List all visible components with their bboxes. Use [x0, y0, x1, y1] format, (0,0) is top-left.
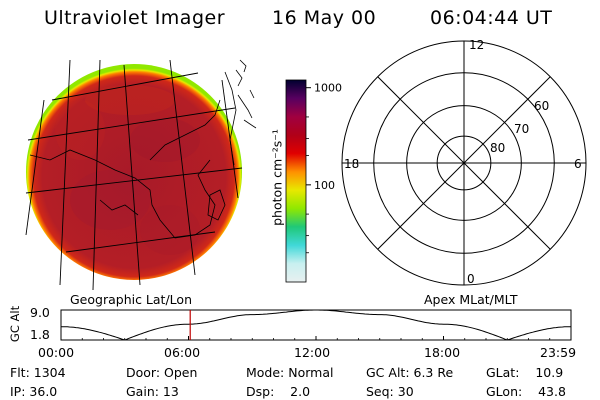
- coastline-path: [99, 199, 139, 216]
- meridian-line: [169, 59, 196, 276]
- colorbar: 1000 100: [285, 79, 342, 283]
- x-tick-label: 12:00: [294, 345, 331, 360]
- mlt-label: 12: [469, 38, 484, 52]
- gain-value: Gain: 13: [126, 384, 179, 399]
- earth-texture: [55, 85, 200, 255]
- coastline-path: [239, 59, 255, 99]
- mlat-label: 60: [534, 99, 549, 113]
- altitude-chart: [60, 309, 572, 341]
- flight-number: Flt: 1304: [10, 365, 66, 380]
- parallel-line: [51, 72, 199, 101]
- colorbar-rect: [285, 79, 307, 283]
- coastline-path: [237, 94, 257, 129]
- meridian-line: [59, 59, 71, 286]
- y-axis-label: GC Alt: [8, 305, 22, 343]
- mlt-label: 0: [467, 272, 475, 286]
- geographic-latitude: GLat: 10.9: [486, 365, 564, 380]
- time-label: 06:04:44 UT: [430, 7, 553, 29]
- ip-value: IP: 36.0: [10, 384, 58, 399]
- mlt-label: 6: [574, 157, 582, 171]
- x-tick-label: 18:00: [424, 345, 461, 360]
- x-tick-label: 23:59: [540, 345, 577, 360]
- mlat-label: 70: [514, 122, 529, 136]
- parallel-line: [25, 167, 243, 194]
- mlt-label: 18: [344, 157, 359, 171]
- earth-disk: [26, 64, 242, 280]
- geographic-grid: [25, 59, 243, 291]
- geographic-longitude: GLon: 43.8: [486, 384, 566, 399]
- instrument-title: Ultraviolet Imager: [44, 7, 226, 29]
- altitude-series-line: [61, 309, 571, 341]
- meridian-line: [92, 59, 101, 291]
- gc-altitude: GC Alt: 6.3 Re: [366, 365, 454, 380]
- sequence-value: Seq: 30: [366, 384, 414, 399]
- left-map-title: Geographic Lat/Lon: [70, 292, 192, 307]
- colorbar-tick-label: 100: [314, 179, 335, 192]
- door-status: Door: Open: [126, 365, 198, 380]
- parallel-line: [27, 107, 236, 141]
- y-tick-label: 9.0: [30, 305, 50, 320]
- colorbar-unit-label: photon cm⁻²s⁻¹: [269, 129, 285, 226]
- x-tick-label: 00:00: [38, 345, 75, 360]
- mlat-label: 80: [490, 141, 505, 155]
- coastline-path: [207, 189, 226, 221]
- colorbar-ticks: 1000 100: [306, 82, 342, 254]
- colorbar-tick-label: 1000: [314, 82, 342, 95]
- x-tick-label: 06:00: [164, 345, 201, 360]
- diagonal-line: [377, 76, 551, 250]
- coastline-path: [235, 69, 243, 87]
- dsp-value: Dsp: 2.0: [246, 384, 311, 399]
- right-map-title: Apex MLat/MLT: [424, 292, 518, 307]
- meridian-line: [25, 99, 45, 236]
- y-tick-label: 1.8: [30, 327, 50, 342]
- date-label: 16 May 00: [272, 7, 377, 29]
- coastline-path: [224, 71, 237, 166]
- coastlines: [29, 59, 257, 239]
- earth-image: [25, 59, 257, 291]
- mode-value: Mode: Normal: [246, 365, 334, 380]
- meridian-line: [123, 64, 141, 286]
- coastline-path: [149, 99, 221, 161]
